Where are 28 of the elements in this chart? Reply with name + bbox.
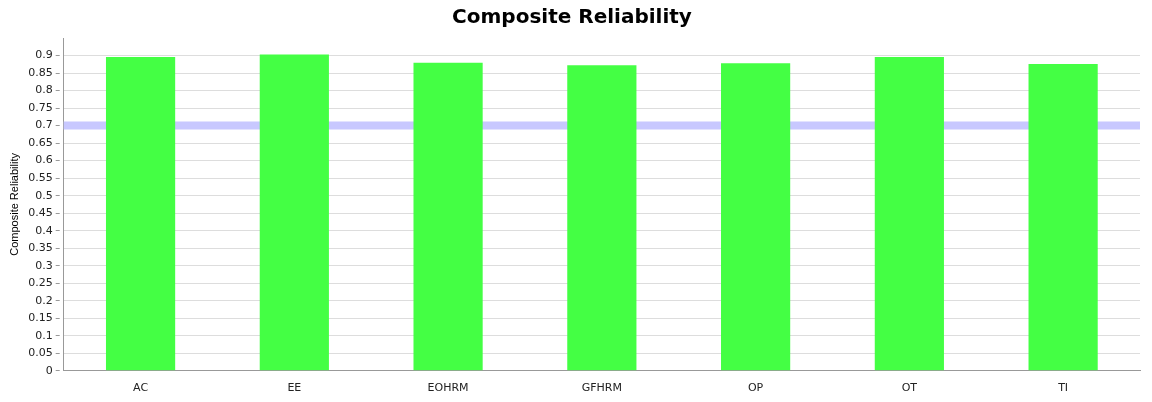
y-tick-label: 0.65 [28,135,53,149]
y-tick-label: 0.4 [35,223,53,237]
x-tick-label: GFHRM [581,381,622,395]
x-tick-label: EE [287,381,302,395]
y-tick-label: 0 [45,363,53,377]
x-tick-label: EOHRM [427,381,469,395]
y-tick-label: 0.35 [28,241,53,255]
y-tick-label: 0.8 [35,83,53,97]
y-tick-label: 0.25 [28,276,53,290]
x-tick-label: AC [133,381,149,395]
x-tick-label: OP [747,381,764,395]
y-tick-label: 0.1 [35,328,53,342]
y-tick-label: 0.45 [28,206,53,220]
y-tick-label: 0.2 [35,293,53,307]
x-tick-label: OT [901,381,918,395]
y-axis-title: Composite Reliability [7,152,20,256]
y-tick-label: 0.75 [28,100,53,114]
y-tick-label: 0.7 [35,118,53,132]
y-tick-label: 0.05 [28,346,53,360]
y-tick-label: 0.3 [35,258,53,272]
y-tick-label: 0.6 [35,153,53,167]
y-tick-label: 0.15 [28,311,53,325]
chart-title: Composite Reliability [452,4,692,29]
y-tick-label: 0.55 [28,170,53,184]
x-tick-label: TI [1057,381,1069,395]
y-tick-label: 0.9 [35,48,53,62]
y-tick-label: 0.85 [28,65,53,79]
y-tick-label: 0.5 [35,188,53,202]
